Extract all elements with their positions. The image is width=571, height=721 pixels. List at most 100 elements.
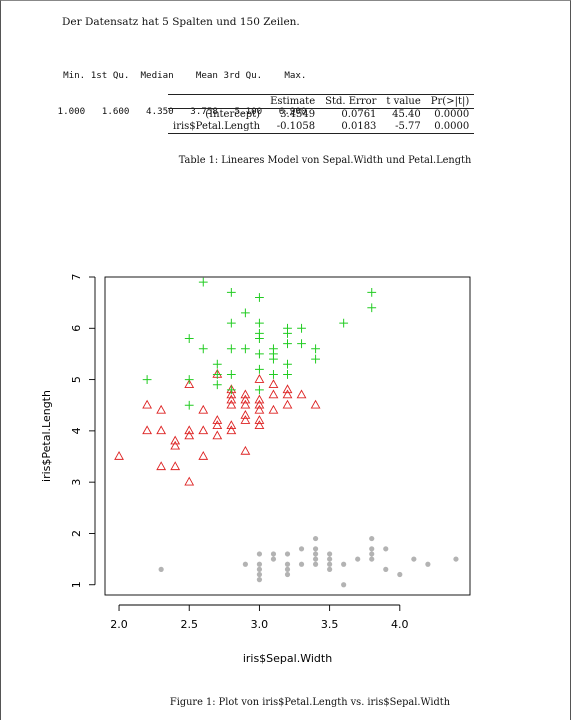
summary-header-row: Min. 1st Qu. Median Mean 3rd Qu. Max. (52, 70, 307, 81)
data-point (142, 425, 153, 435)
data-point (255, 385, 264, 395)
data-point (254, 394, 265, 404)
data-point (226, 344, 236, 354)
table-corner-cell (168, 94, 266, 109)
data-point (282, 384, 293, 394)
x-axis-label: iris$Sepal.Width (243, 652, 332, 665)
data-point (284, 561, 291, 567)
data-point (296, 389, 307, 399)
table-cell: -0.1058 (265, 121, 321, 134)
data-point (327, 566, 333, 572)
row-label: (Intercept) (205, 109, 261, 120)
data-point (297, 339, 306, 349)
plot-frame (104, 276, 471, 596)
table-cell: 0.0000 (425, 121, 475, 134)
data-point (184, 476, 195, 486)
data-point (256, 577, 263, 583)
data-point (226, 370, 236, 379)
table-header-row: Estimate Std. Error t value Pr(>|t|) (168, 94, 475, 109)
data-point (284, 551, 291, 557)
y-tick-label: 3 (70, 479, 83, 486)
data-point (212, 415, 223, 424)
data-point (242, 561, 248, 567)
y-tick-label: 2 (70, 530, 83, 537)
data-point (184, 430, 195, 440)
data-point (269, 344, 278, 354)
data-point (142, 399, 153, 409)
summary-output: Min. 1st Qu. Median Mean 3rd Qu. Max. 1.… (52, 46, 307, 130)
data-points (114, 277, 459, 588)
y-tick-label: 5 (70, 376, 83, 383)
table-cell: -5.77 (381, 121, 426, 134)
data-point (383, 566, 389, 572)
data-point (255, 318, 264, 328)
data-point (198, 344, 208, 354)
data-point (327, 556, 333, 562)
data-point (256, 566, 263, 572)
data-point (411, 556, 417, 562)
data-point (156, 404, 167, 414)
data-point (254, 399, 265, 409)
data-point (256, 561, 263, 567)
data-point (341, 582, 347, 588)
y-axis: 1 2 3 4 5 6 7 (70, 274, 96, 588)
x-tick-label: 2.0 (110, 618, 128, 631)
data-point (198, 450, 209, 460)
figure-caption: Figure 1: Plot von iris$Petal.Length vs.… (169, 697, 451, 708)
data-point (369, 546, 375, 552)
intro-text: Der Datensatz hat 5 Spalten und 150 Zeil… (62, 16, 300, 28)
data-point (170, 461, 181, 471)
table-cell: 0.0183 (320, 121, 382, 134)
data-point (254, 374, 265, 383)
data-point (226, 399, 237, 409)
data-point (367, 287, 377, 297)
data-point (269, 370, 278, 379)
data-point (268, 379, 279, 389)
column-header: Estimate (265, 94, 321, 109)
x-tick-label: 3.5 (321, 618, 339, 631)
table-cell: 3.4549 (280, 109, 316, 120)
regression-table: Estimate Std. Error t value Pr(>|t|) (In… (168, 94, 475, 134)
summary-value-row: 1.000 1.600 4.350 3.758 5.100 6.900 (52, 106, 307, 117)
data-point (312, 556, 319, 562)
y-tick-label: 4 (70, 427, 83, 434)
data-point (310, 399, 321, 409)
y-tick-label: 7 (70, 274, 83, 281)
data-point (367, 303, 377, 313)
data-point (212, 420, 223, 430)
scatter-figure: 2.0 2.5 3.0 3.5 4.0 1 2 3 4 5 6 7 iris$Sepal.Width… (40, 262, 500, 676)
data-point (327, 551, 333, 557)
data-point (270, 556, 277, 562)
x-tick-label: 2.5 (180, 618, 198, 631)
data-point (268, 389, 279, 399)
data-point (283, 323, 292, 333)
x-tick-label: 4.0 (391, 618, 409, 631)
column-header: Pr(>|t|) (425, 94, 475, 109)
data-point (369, 556, 375, 562)
data-point (312, 546, 319, 552)
data-point (284, 571, 291, 578)
data-point (298, 546, 305, 552)
scatter-plot: 2.0 2.5 3.0 3.5 4.0 1 2 3 4 5 6 7 iris$Sepal.Width… (40, 274, 471, 665)
data-point (298, 561, 305, 567)
data-point (312, 551, 319, 557)
data-point (170, 435, 181, 445)
data-point (453, 556, 459, 562)
column-header: Std. Error (320, 94, 382, 109)
data-point (254, 420, 265, 430)
data-point (383, 546, 389, 552)
data-point (297, 323, 306, 333)
row-label: iris$Petal.Length (168, 121, 266, 134)
data-point (212, 370, 222, 379)
data-point (240, 394, 251, 404)
data-point (268, 404, 279, 414)
data-point (255, 349, 264, 359)
data-point (312, 535, 319, 542)
data-point (212, 380, 222, 390)
data-point (255, 329, 264, 338)
data-point (170, 440, 181, 450)
data-point (226, 287, 236, 297)
data-point (256, 571, 263, 578)
data-point (184, 379, 195, 389)
x-axis: 2.0 2.5 3.0 3.5 4.0 (110, 604, 409, 631)
